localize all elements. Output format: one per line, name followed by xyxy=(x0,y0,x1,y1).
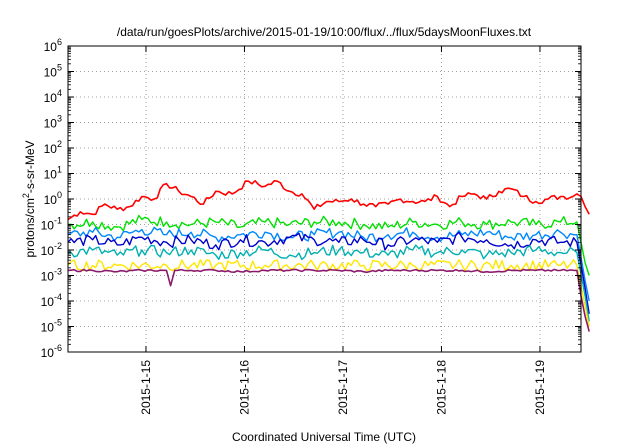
y-tick-label: 105 xyxy=(44,63,62,80)
y-axis-title-sup: 2 xyxy=(21,193,31,198)
x-ticks: 2015-1-15 2015-1-16 2015-1-17 2015-1-18 2015… xyxy=(139,46,547,415)
y-tick-label: 104 xyxy=(44,88,62,105)
y-tick-label: 100 xyxy=(44,190,62,207)
chart-title: /data/run/goesPlots/archive/2015-01-19/1… xyxy=(117,25,532,39)
y-tick-label: 103 xyxy=(44,114,62,131)
y-tick-label: 10-1 xyxy=(41,216,62,233)
y-tick-label: 10-4 xyxy=(41,292,62,309)
series-line xyxy=(67,226,590,302)
x-tick-label: 2015-1-19 xyxy=(533,360,547,415)
y-tick-label: 106 xyxy=(44,37,62,54)
series-line xyxy=(67,231,590,314)
y-axis-title-post: -s-sr-MeV xyxy=(23,140,37,193)
x-tick-label: 2015-1-16 xyxy=(237,360,251,415)
series-line xyxy=(67,259,590,327)
x-tick-label: 2015-1-18 xyxy=(434,360,448,415)
y-tick-label: 10-2 xyxy=(41,241,62,258)
y-tick-label: 10-5 xyxy=(41,318,62,335)
series-line xyxy=(67,244,590,322)
y-axis-title: protons/cm2-s-sr-MeV xyxy=(21,140,37,257)
y-tick-label: 10-3 xyxy=(41,267,62,284)
series-line xyxy=(67,214,590,276)
x-tick-label: 2015-1-15 xyxy=(139,360,153,415)
x-axis-title: Coordinated Universal Time (UTC) xyxy=(232,430,416,444)
y-tick-label: 10-6 xyxy=(41,343,62,360)
y-ticks: 106 105 104 103 102 101 100 10-1 10-2 10-3 10-4 10-… xyxy=(41,37,581,360)
y-tick-label: 102 xyxy=(44,139,62,156)
grid xyxy=(68,46,581,352)
series-line xyxy=(67,268,590,332)
y-tick-label: 101 xyxy=(44,165,62,182)
series-line xyxy=(67,180,590,221)
series-group xyxy=(67,180,590,332)
y-axis-title-pre: protons/cm xyxy=(23,198,37,257)
x-tick-label: 2015-1-17 xyxy=(336,360,350,415)
